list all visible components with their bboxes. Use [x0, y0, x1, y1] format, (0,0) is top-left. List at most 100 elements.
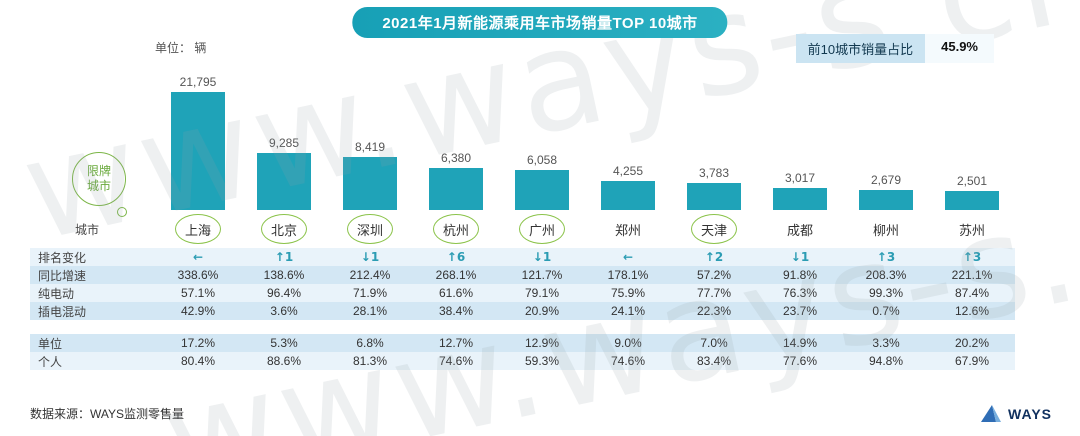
table-row-label: 排名变化	[38, 250, 87, 265]
table-cell-3-8: 0.7%	[872, 304, 900, 318]
table-cell-1-0: 338.6%	[177, 268, 219, 282]
bar	[257, 153, 311, 210]
table-cell-0-2: ↓1	[360, 250, 380, 264]
table-cell-0-1: ↑1	[274, 250, 294, 264]
table-cell-3-7: 23.7%	[782, 304, 818, 318]
bar-value-label: 2,501	[956, 174, 988, 188]
table-row-label: 纯电动	[38, 286, 75, 301]
table-cell-2-6: 77.7%	[696, 286, 732, 300]
table-cell-1-3: 268.1%	[435, 268, 477, 282]
table-cell-0-7: ↓1	[790, 250, 810, 264]
stats-table: 排名变化 ← ↑1 ↓1 ↑6 ↓1 ← ↑2 ↓1 ↑3 ↑3 同比增速 338.6% 138.6% 21…	[30, 248, 1015, 370]
unit-label: 单位： 辆	[155, 41, 207, 55]
table-cell-2-8: 99.3%	[868, 286, 904, 300]
restricted-city-name: 北京	[261, 214, 307, 244]
table-cell-1-9: 221.1%	[951, 268, 993, 282]
city-cell-5: 郑州	[585, 220, 671, 239]
table-cell-5-5: 74.6%	[610, 354, 646, 368]
table-cell-3-0: 42.9%	[180, 304, 216, 318]
city-cell-1: 北京	[241, 214, 327, 244]
bar-column-9: 2,501	[929, 174, 1015, 210]
top10-share-badge: 前10城市销量占比 45.9%	[795, 34, 994, 63]
city-cell-6: 天津	[671, 214, 757, 244]
bar	[773, 188, 827, 210]
table-cell-3-6: 22.3%	[696, 304, 732, 318]
city-cell-0: 上海	[155, 214, 241, 244]
bar-value-label: 4,255	[612, 164, 644, 178]
table-cell-2-5: 75.9%	[610, 286, 646, 300]
table-cell-4-1: 5.3%	[270, 336, 298, 350]
table-cell-5-3: 74.6%	[438, 354, 474, 368]
table-row-label: 单位	[38, 336, 63, 351]
table-row-4: 单位 17.2% 5.3% 6.8% 12.7% 12.9% 9.0% 7.0% 14.9% 3.…	[30, 334, 1015, 352]
bar-value-label: 6,380	[440, 151, 472, 165]
bar	[171, 92, 225, 210]
bar	[945, 191, 999, 210]
restricted-city-name: 广州	[519, 214, 565, 244]
bar	[687, 183, 741, 210]
table-cell-2-3: 61.6%	[438, 286, 474, 300]
table-cell-5-0: 80.4%	[180, 354, 216, 368]
bar	[343, 157, 397, 210]
table-cell-4-4: 12.9%	[524, 336, 560, 350]
table-cell-3-4: 20.9%	[524, 304, 560, 318]
page-title: 2021年1月新能源乘用车市场销量TOP 10城市	[352, 7, 728, 38]
bar-column-2: 8,419	[327, 140, 413, 210]
table-cell-1-4: 121.7%	[521, 268, 563, 282]
city-cell-2: 深圳	[327, 214, 413, 244]
bar	[601, 181, 655, 210]
table-row-5: 个人 80.4% 88.6% 81.3% 74.6% 59.3% 74.6% 83.4% 77.…	[30, 352, 1015, 370]
table-cell-4-3: 12.7%	[438, 336, 474, 350]
city-cell-8: 柳州	[843, 220, 929, 239]
table-cell-4-5: 9.0%	[614, 336, 642, 350]
bar	[859, 190, 913, 210]
table-cell-0-8: ↑3	[876, 250, 896, 264]
table-cell-2-1: 96.4%	[266, 286, 302, 300]
table-cell-4-7: 14.9%	[782, 336, 818, 350]
bar-value-label: 21,795	[179, 75, 217, 89]
table-cell-1-1: 138.6%	[263, 268, 305, 282]
restricted-city-name: 天津	[691, 214, 737, 244]
bar-value-label: 3,017	[784, 171, 816, 185]
data-source-note: 数据来源：WAYS监测零售量	[30, 407, 185, 421]
badge-tail-dot	[117, 207, 127, 217]
share-badge-label: 前10城市销量占比	[795, 34, 926, 63]
bar-chart: 21,795 9,285 8,419 6,380 6,058 4,255 3,783 3,01…	[155, 68, 1015, 210]
table-cell-5-8: 94.8%	[868, 354, 904, 368]
bar-column-3: 6,380	[413, 151, 499, 210]
bar-column-5: 4,255	[585, 164, 671, 210]
city-cell-9: 苏州	[929, 220, 1015, 239]
ways-logo: WAYS	[979, 404, 1052, 424]
restricted-cities-badge: 限牌 城市	[72, 152, 127, 217]
city-name: 成都	[786, 222, 813, 238]
table-cell-4-0: 17.2%	[180, 336, 216, 350]
share-badge-value: 45.9%	[925, 34, 994, 63]
bar-value-label: 3,783	[698, 166, 730, 180]
row-label-city: 城市	[75, 222, 100, 237]
restricted-city-name: 上海	[175, 214, 221, 244]
table-cell-2-7: 76.3%	[782, 286, 818, 300]
bar-column-0: 21,795	[155, 75, 241, 210]
table-cell-0-4: ↓1	[532, 250, 552, 264]
table-row-2: 纯电动 57.1% 96.4% 71.9% 61.6% 79.1% 75.9% 77.7% 76…	[30, 284, 1015, 302]
restricted-city-name: 杭州	[433, 214, 479, 244]
table-row-1: 同比增速 338.6% 138.6% 212.4% 268.1% 121.7% 178.1%…	[30, 266, 1015, 284]
restricted-badge-line2: 城市	[86, 179, 111, 193]
ways-logo-icon	[981, 405, 1002, 422]
table-cell-5-2: 81.3%	[352, 354, 388, 368]
bar	[429, 168, 483, 210]
bar-column-8: 2,679	[843, 173, 929, 210]
table-cell-5-4: 59.3%	[524, 354, 560, 368]
table-row-label: 插电混动	[38, 304, 87, 319]
table-cell-5-7: 77.6%	[782, 354, 818, 368]
table-cell-0-9: ↑3	[962, 250, 982, 264]
table-cell-3-5: 24.1%	[610, 304, 646, 318]
table-row-label: 同比增速	[38, 268, 87, 283]
city-name-row: 城市 上海 北京 深圳 杭州 广州 郑州 天津 成都 柳州 苏州	[30, 212, 1015, 246]
table-cell-4-9: 20.2%	[954, 336, 990, 350]
table-cell-2-0: 57.1%	[180, 286, 216, 300]
bar-value-label: 9,285	[268, 136, 300, 150]
table-cell-3-3: 38.4%	[438, 304, 474, 318]
table-row-label: 个人	[38, 354, 63, 369]
